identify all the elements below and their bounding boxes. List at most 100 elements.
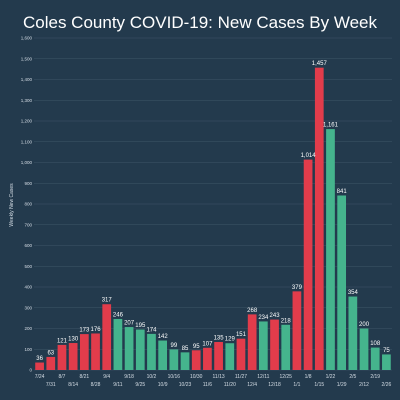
bar-8/7 bbox=[57, 344, 67, 370]
x-tick-label: 11/20 bbox=[224, 382, 236, 388]
x-tick-layer: 7/247/318/78/148/218/289/49/119/189/2510… bbox=[35, 374, 392, 388]
bar-10/9 bbox=[158, 340, 168, 370]
y-tick-label: 1,500 bbox=[21, 56, 33, 61]
bar-layer bbox=[35, 67, 391, 371]
x-tick-label: 11/6 bbox=[203, 382, 213, 388]
bar-11/6 bbox=[203, 347, 212, 370]
y-tick-label: 0 bbox=[29, 368, 32, 373]
bar-2/19 bbox=[370, 347, 380, 370]
data-label: 95 bbox=[193, 344, 200, 350]
data-label: 108 bbox=[370, 341, 381, 347]
data-label: 99 bbox=[171, 343, 178, 349]
x-tick-label: 10/16 bbox=[168, 374, 181, 380]
data-label: 379 bbox=[292, 285, 303, 291]
data-label: 243 bbox=[270, 313, 281, 319]
data-label: 135 bbox=[214, 335, 225, 341]
bar-1/15 bbox=[314, 67, 324, 371]
bar-8/14 bbox=[68, 343, 78, 370]
x-tick-label: 8/14 bbox=[68, 382, 78, 388]
data-label: 75 bbox=[383, 348, 390, 354]
bar-12/4 bbox=[247, 314, 257, 370]
data-label: 121 bbox=[57, 338, 68, 344]
bar-2/5 bbox=[348, 296, 358, 370]
y-tick-label: 1,300 bbox=[21, 98, 33, 103]
data-label: 129 bbox=[225, 337, 236, 343]
data-label: 107 bbox=[202, 341, 213, 347]
data-label: 354 bbox=[348, 290, 359, 296]
y-tick-label: 1,200 bbox=[21, 119, 33, 124]
bar-1/1 bbox=[292, 291, 302, 370]
x-tick-label: 2/19 bbox=[370, 374, 380, 380]
data-label: 63 bbox=[47, 350, 54, 356]
bar-1/8 bbox=[303, 159, 313, 370]
x-tick-label: 10/30 bbox=[190, 374, 203, 380]
x-tick-label: 7/24 bbox=[35, 374, 45, 380]
y-tick-label: 1,100 bbox=[21, 139, 33, 144]
x-tick-label: 1/15 bbox=[314, 382, 324, 388]
data-label: 234 bbox=[258, 315, 269, 321]
x-tick-label: 12/25 bbox=[279, 374, 292, 380]
x-tick-label: 11/27 bbox=[235, 374, 247, 380]
y-tick-label: 800 bbox=[24, 202, 32, 207]
bar-9/4 bbox=[102, 304, 112, 370]
bar-10/30 bbox=[191, 350, 201, 370]
data-label: 85 bbox=[182, 346, 189, 352]
data-label: 246 bbox=[113, 312, 124, 318]
x-tick-label: 2/5 bbox=[349, 374, 356, 380]
x-tick-label: 9/11 bbox=[113, 382, 123, 388]
bar-10/23 bbox=[180, 352, 190, 370]
y-tick-label: 400 bbox=[24, 285, 32, 290]
data-label: 268 bbox=[247, 308, 258, 314]
x-tick-label: 12/18 bbox=[268, 382, 281, 388]
data-label: 195 bbox=[135, 323, 146, 329]
y-tick-label: 1,000 bbox=[21, 160, 33, 165]
data-label: 36 bbox=[36, 356, 43, 362]
x-tick-label: 9/4 bbox=[103, 374, 110, 380]
bar-8/21 bbox=[79, 334, 89, 370]
x-tick-label: 1/29 bbox=[337, 382, 347, 388]
x-tick-label: 9/25 bbox=[135, 382, 145, 388]
x-tick-label: 8/21 bbox=[79, 374, 89, 380]
x-tick-label: 8/7 bbox=[58, 374, 65, 380]
y-tick-layer: 0 100 200 300 400 500 600 700 800 900 1,000 1,100 1,… bbox=[21, 36, 33, 373]
data-label: 151 bbox=[236, 332, 247, 338]
x-tick-label: 1/22 bbox=[326, 374, 336, 380]
bar-11/20 bbox=[225, 343, 235, 370]
y-tick-label: 700 bbox=[24, 222, 32, 227]
bar-12/11 bbox=[258, 321, 268, 370]
x-tick-label: 9/18 bbox=[124, 374, 134, 380]
bar-2/12 bbox=[359, 328, 369, 370]
bar-11/27 bbox=[236, 338, 246, 370]
x-tick-label: 1/8 bbox=[305, 374, 312, 380]
bar-9/25 bbox=[135, 329, 145, 370]
bar-12/25 bbox=[281, 324, 291, 370]
data-label: 142 bbox=[158, 334, 169, 340]
y-tick-label: 100 bbox=[24, 347, 32, 352]
data-label: 176 bbox=[91, 327, 102, 333]
bar-7/24 bbox=[35, 362, 44, 370]
x-tick-label: 10/2 bbox=[147, 374, 157, 380]
bar-8/28 bbox=[91, 333, 100, 370]
y-tick-label: 600 bbox=[24, 243, 32, 248]
data-label: 200 bbox=[359, 322, 370, 328]
y-tick-label: 900 bbox=[24, 181, 32, 186]
bar-9/18 bbox=[124, 327, 134, 370]
data-label: 1,014 bbox=[301, 153, 317, 159]
bar-1/22 bbox=[326, 129, 335, 370]
x-tick-label: 12/4 bbox=[247, 382, 257, 388]
data-label: 841 bbox=[337, 189, 348, 195]
data-label: 1,457 bbox=[312, 61, 328, 67]
y-tick-label: 1,600 bbox=[21, 36, 33, 41]
bar-10/16 bbox=[169, 349, 179, 370]
y-axis-label: Weekly New Cases bbox=[9, 183, 15, 227]
x-tick-label: 10/23 bbox=[179, 382, 192, 388]
data-label: 218 bbox=[281, 318, 292, 324]
grid-layer bbox=[34, 37, 392, 371]
chart-title: Coles County COVID-19: New Cases By Week bbox=[23, 13, 377, 32]
data-label: 174 bbox=[146, 327, 157, 333]
data-label: 1,161 bbox=[323, 123, 339, 129]
bar-10/2 bbox=[147, 333, 156, 370]
x-tick-label: 10/9 bbox=[158, 382, 168, 388]
data-label: 317 bbox=[102, 298, 113, 304]
